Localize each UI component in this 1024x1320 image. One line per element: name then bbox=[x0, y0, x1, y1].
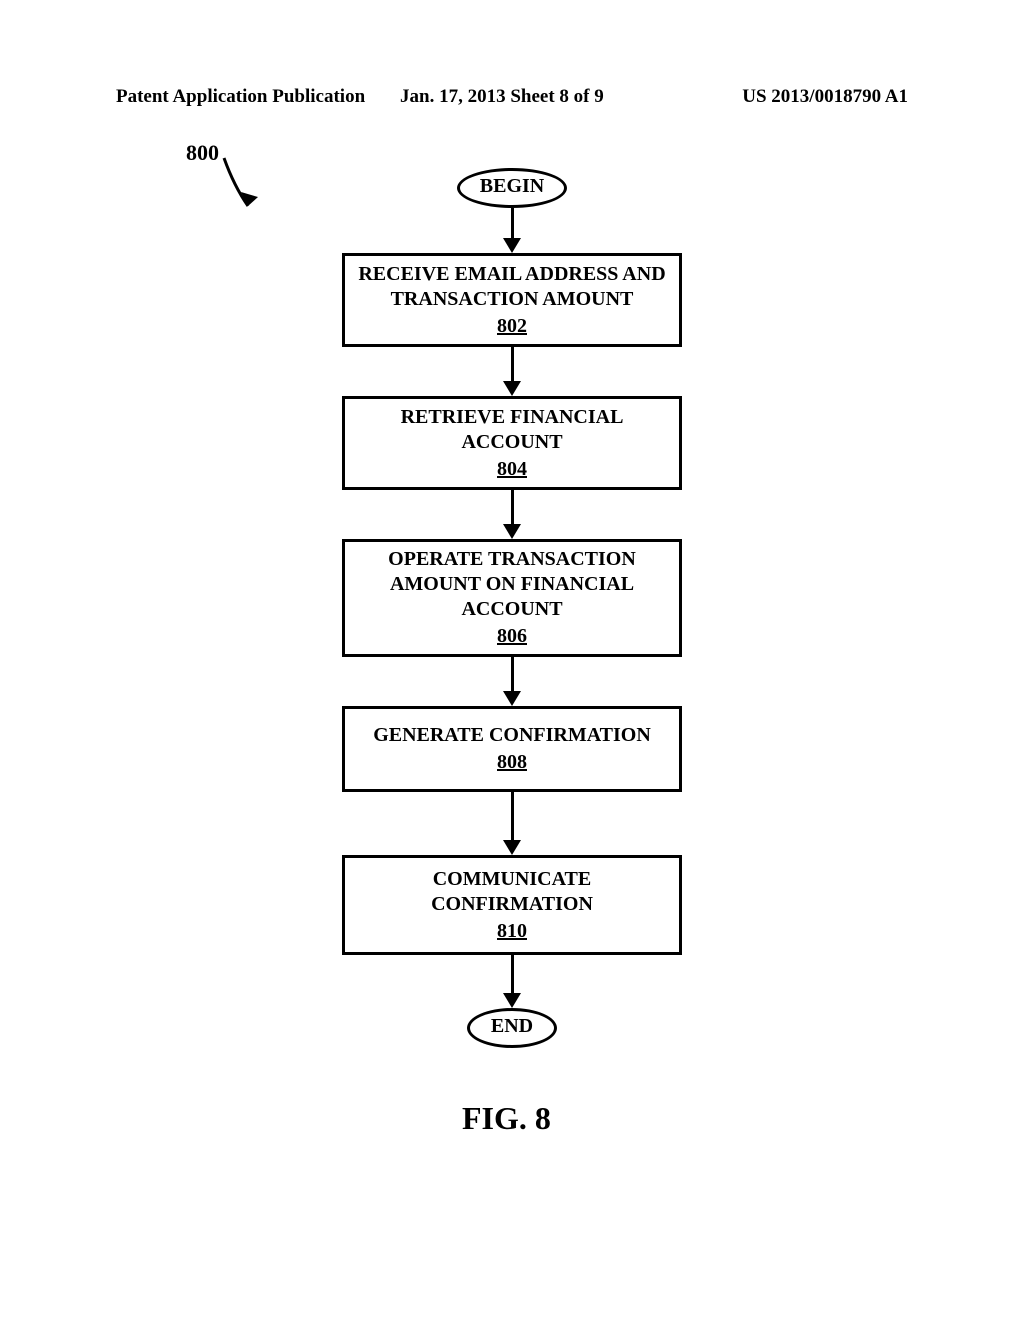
step-text-line: ACCOUNT bbox=[461, 430, 562, 455]
arrow-head-icon bbox=[503, 381, 521, 396]
step-text-line: CONFIRMATION bbox=[431, 892, 593, 917]
step-text-line: COMMUNICATE bbox=[433, 867, 592, 892]
process-step-802: RECEIVE EMAIL ADDRESS AND TRANSACTION AM… bbox=[342, 253, 682, 347]
step-reference: 808 bbox=[497, 750, 527, 775]
step-reference: 806 bbox=[497, 624, 527, 649]
terminator-end: END bbox=[467, 1008, 557, 1048]
arrow-head-icon bbox=[503, 993, 521, 1008]
step-text-line: GENERATE CONFIRMATION bbox=[373, 723, 651, 748]
terminator-begin: BEGIN bbox=[457, 168, 567, 208]
step-reference: 804 bbox=[497, 457, 527, 482]
step-reference: 810 bbox=[497, 919, 527, 944]
arrow-head-icon bbox=[503, 691, 521, 706]
arrow-shaft bbox=[511, 792, 514, 842]
page: Patent Application Publication Jan. 17, … bbox=[0, 0, 1024, 1320]
arrow-shaft bbox=[511, 347, 514, 383]
arrow-shaft bbox=[511, 657, 514, 693]
figure-caption: FIG. 8 bbox=[462, 1100, 551, 1137]
arrow-shaft bbox=[511, 490, 514, 526]
step-text-line: AMOUNT ON FINANCIAL bbox=[390, 572, 634, 597]
arrow-head-icon bbox=[503, 524, 521, 539]
arrow-shaft bbox=[511, 955, 514, 995]
process-step-804: RETRIEVE FINANCIAL ACCOUNT 804 bbox=[342, 396, 682, 490]
step-text-line: OPERATE TRANSACTION bbox=[388, 547, 636, 572]
process-step-810: COMMUNICATE CONFIRMATION 810 bbox=[342, 855, 682, 955]
arrow-shaft bbox=[511, 208, 514, 240]
process-step-806: OPERATE TRANSACTION AMOUNT ON FINANCIAL … bbox=[342, 539, 682, 657]
step-text-line: RECEIVE EMAIL ADDRESS AND bbox=[358, 262, 665, 287]
step-reference: 802 bbox=[497, 314, 527, 339]
step-text-line: TRANSACTION AMOUNT bbox=[391, 287, 634, 312]
process-step-808: GENERATE CONFIRMATION 808 bbox=[342, 706, 682, 792]
arrow-head-icon bbox=[503, 840, 521, 855]
step-text-line: RETRIEVE FINANCIAL bbox=[401, 405, 624, 430]
step-text-line: ACCOUNT bbox=[461, 597, 562, 622]
arrow-head-icon bbox=[503, 238, 521, 253]
